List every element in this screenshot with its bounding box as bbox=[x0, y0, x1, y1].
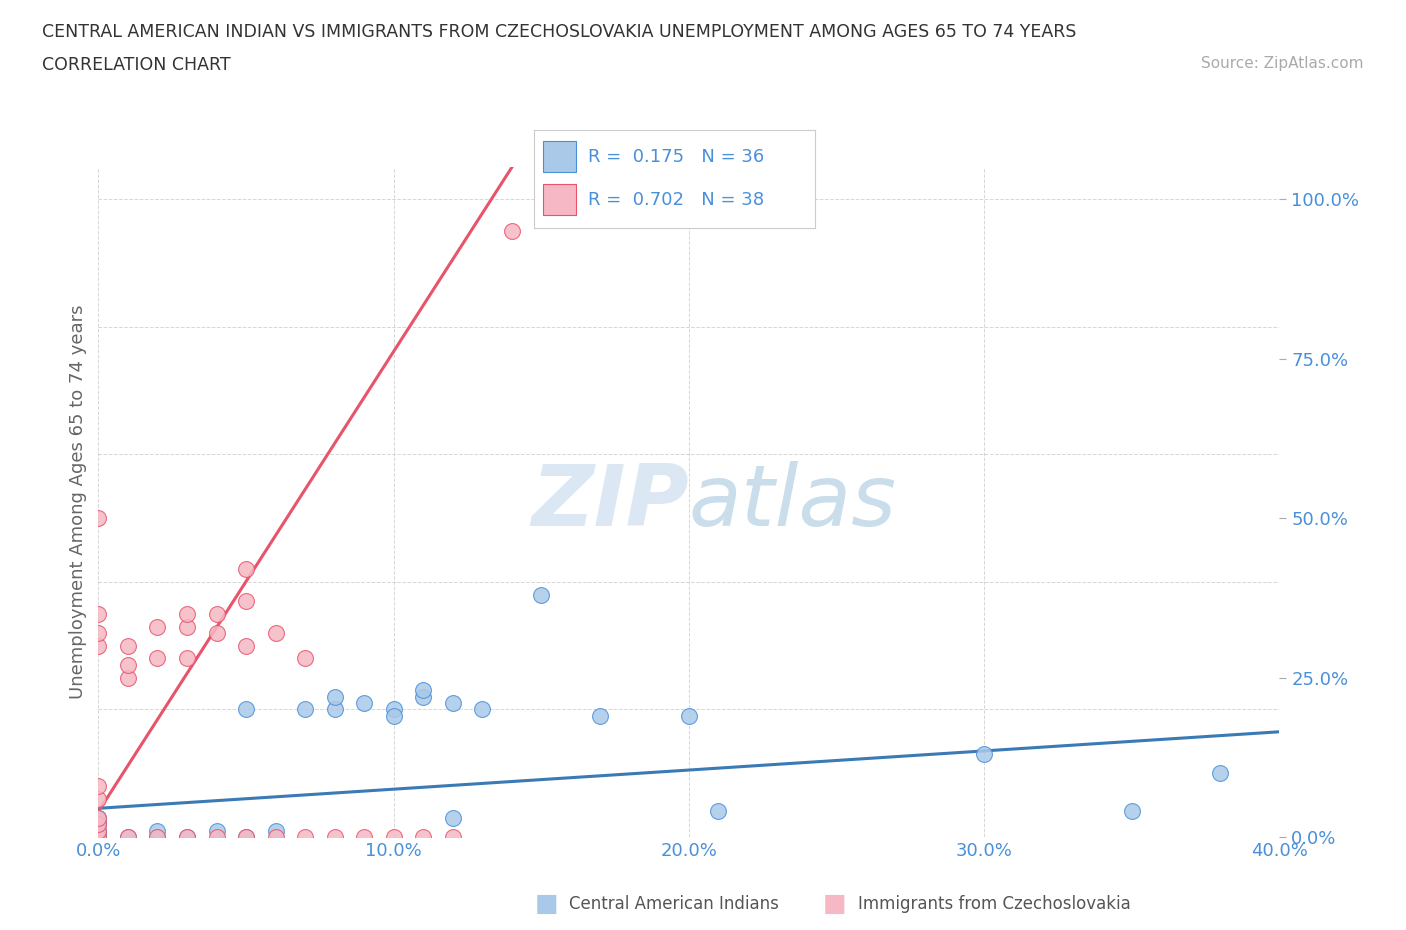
Point bbox=[117, 658, 139, 672]
Point bbox=[205, 823, 228, 838]
Point bbox=[264, 626, 287, 641]
Point bbox=[589, 709, 612, 724]
Point bbox=[1209, 765, 1232, 780]
Bar bbox=[543, 184, 576, 215]
Text: Source: ZipAtlas.com: Source: ZipAtlas.com bbox=[1201, 56, 1364, 71]
Text: ■: ■ bbox=[534, 892, 558, 916]
Text: R =  0.175   N = 36: R = 0.175 N = 36 bbox=[588, 148, 763, 166]
Point bbox=[87, 638, 110, 653]
Text: Central American Indians: Central American Indians bbox=[569, 895, 779, 913]
Point bbox=[323, 830, 346, 844]
Point bbox=[176, 830, 198, 844]
Point bbox=[87, 823, 110, 838]
Point bbox=[264, 830, 287, 844]
Point bbox=[146, 619, 169, 634]
Point bbox=[382, 709, 405, 724]
Point bbox=[294, 702, 316, 717]
Point bbox=[87, 817, 110, 831]
Point bbox=[176, 651, 198, 666]
Point bbox=[87, 626, 110, 641]
Text: CENTRAL AMERICAN INDIAN VS IMMIGRANTS FROM CZECHOSLOVAKIA UNEMPLOYMENT AMONG AGE: CENTRAL AMERICAN INDIAN VS IMMIGRANTS FR… bbox=[42, 23, 1077, 41]
Point bbox=[235, 830, 257, 844]
Point bbox=[87, 810, 110, 825]
Point bbox=[205, 626, 228, 641]
Point bbox=[707, 804, 730, 819]
Point bbox=[176, 606, 198, 621]
Point bbox=[87, 511, 110, 525]
Point bbox=[412, 683, 434, 698]
Text: atlas: atlas bbox=[689, 460, 897, 544]
Point bbox=[501, 224, 523, 239]
Point bbox=[412, 689, 434, 704]
Point bbox=[146, 823, 169, 838]
Point bbox=[87, 823, 110, 838]
Point bbox=[441, 830, 464, 844]
Point bbox=[235, 830, 257, 844]
Point bbox=[235, 593, 257, 608]
Point bbox=[441, 696, 464, 711]
Point bbox=[353, 830, 375, 844]
Bar bbox=[543, 141, 576, 172]
Point bbox=[176, 830, 198, 844]
Point bbox=[412, 830, 434, 844]
Point bbox=[382, 702, 405, 717]
Point bbox=[87, 823, 110, 838]
Point bbox=[235, 638, 257, 653]
Point bbox=[87, 830, 110, 844]
Point bbox=[530, 587, 553, 602]
Point bbox=[176, 619, 198, 634]
Point bbox=[146, 651, 169, 666]
Point bbox=[441, 810, 464, 825]
Point bbox=[205, 606, 228, 621]
Point bbox=[382, 830, 405, 844]
Point bbox=[87, 810, 110, 825]
Point bbox=[973, 747, 995, 762]
Point bbox=[117, 638, 139, 653]
Point bbox=[678, 709, 700, 724]
Text: ■: ■ bbox=[823, 892, 846, 916]
Text: ZIP: ZIP bbox=[531, 460, 689, 544]
Point bbox=[323, 702, 346, 717]
Point bbox=[87, 606, 110, 621]
Point bbox=[117, 830, 139, 844]
Point bbox=[87, 817, 110, 831]
Text: CORRELATION CHART: CORRELATION CHART bbox=[42, 56, 231, 73]
Text: R =  0.702   N = 38: R = 0.702 N = 38 bbox=[588, 191, 763, 208]
Point bbox=[264, 823, 287, 838]
Text: Immigrants from Czechoslovakia: Immigrants from Czechoslovakia bbox=[858, 895, 1130, 913]
Point bbox=[87, 830, 110, 844]
Point bbox=[294, 830, 316, 844]
Point bbox=[87, 778, 110, 793]
Point bbox=[146, 830, 169, 844]
Point bbox=[205, 830, 228, 844]
Point bbox=[87, 830, 110, 844]
Point bbox=[471, 702, 494, 717]
Point bbox=[323, 689, 346, 704]
Point bbox=[235, 562, 257, 577]
Point bbox=[87, 817, 110, 831]
Point bbox=[87, 830, 110, 844]
Point bbox=[235, 702, 257, 717]
Point bbox=[1121, 804, 1143, 819]
Point bbox=[117, 830, 139, 844]
Point bbox=[117, 671, 139, 685]
Point bbox=[87, 810, 110, 825]
Point bbox=[294, 651, 316, 666]
Point bbox=[146, 830, 169, 844]
Point bbox=[87, 830, 110, 844]
Point bbox=[353, 696, 375, 711]
Y-axis label: Unemployment Among Ages 65 to 74 years: Unemployment Among Ages 65 to 74 years bbox=[69, 305, 87, 699]
Point bbox=[87, 791, 110, 806]
